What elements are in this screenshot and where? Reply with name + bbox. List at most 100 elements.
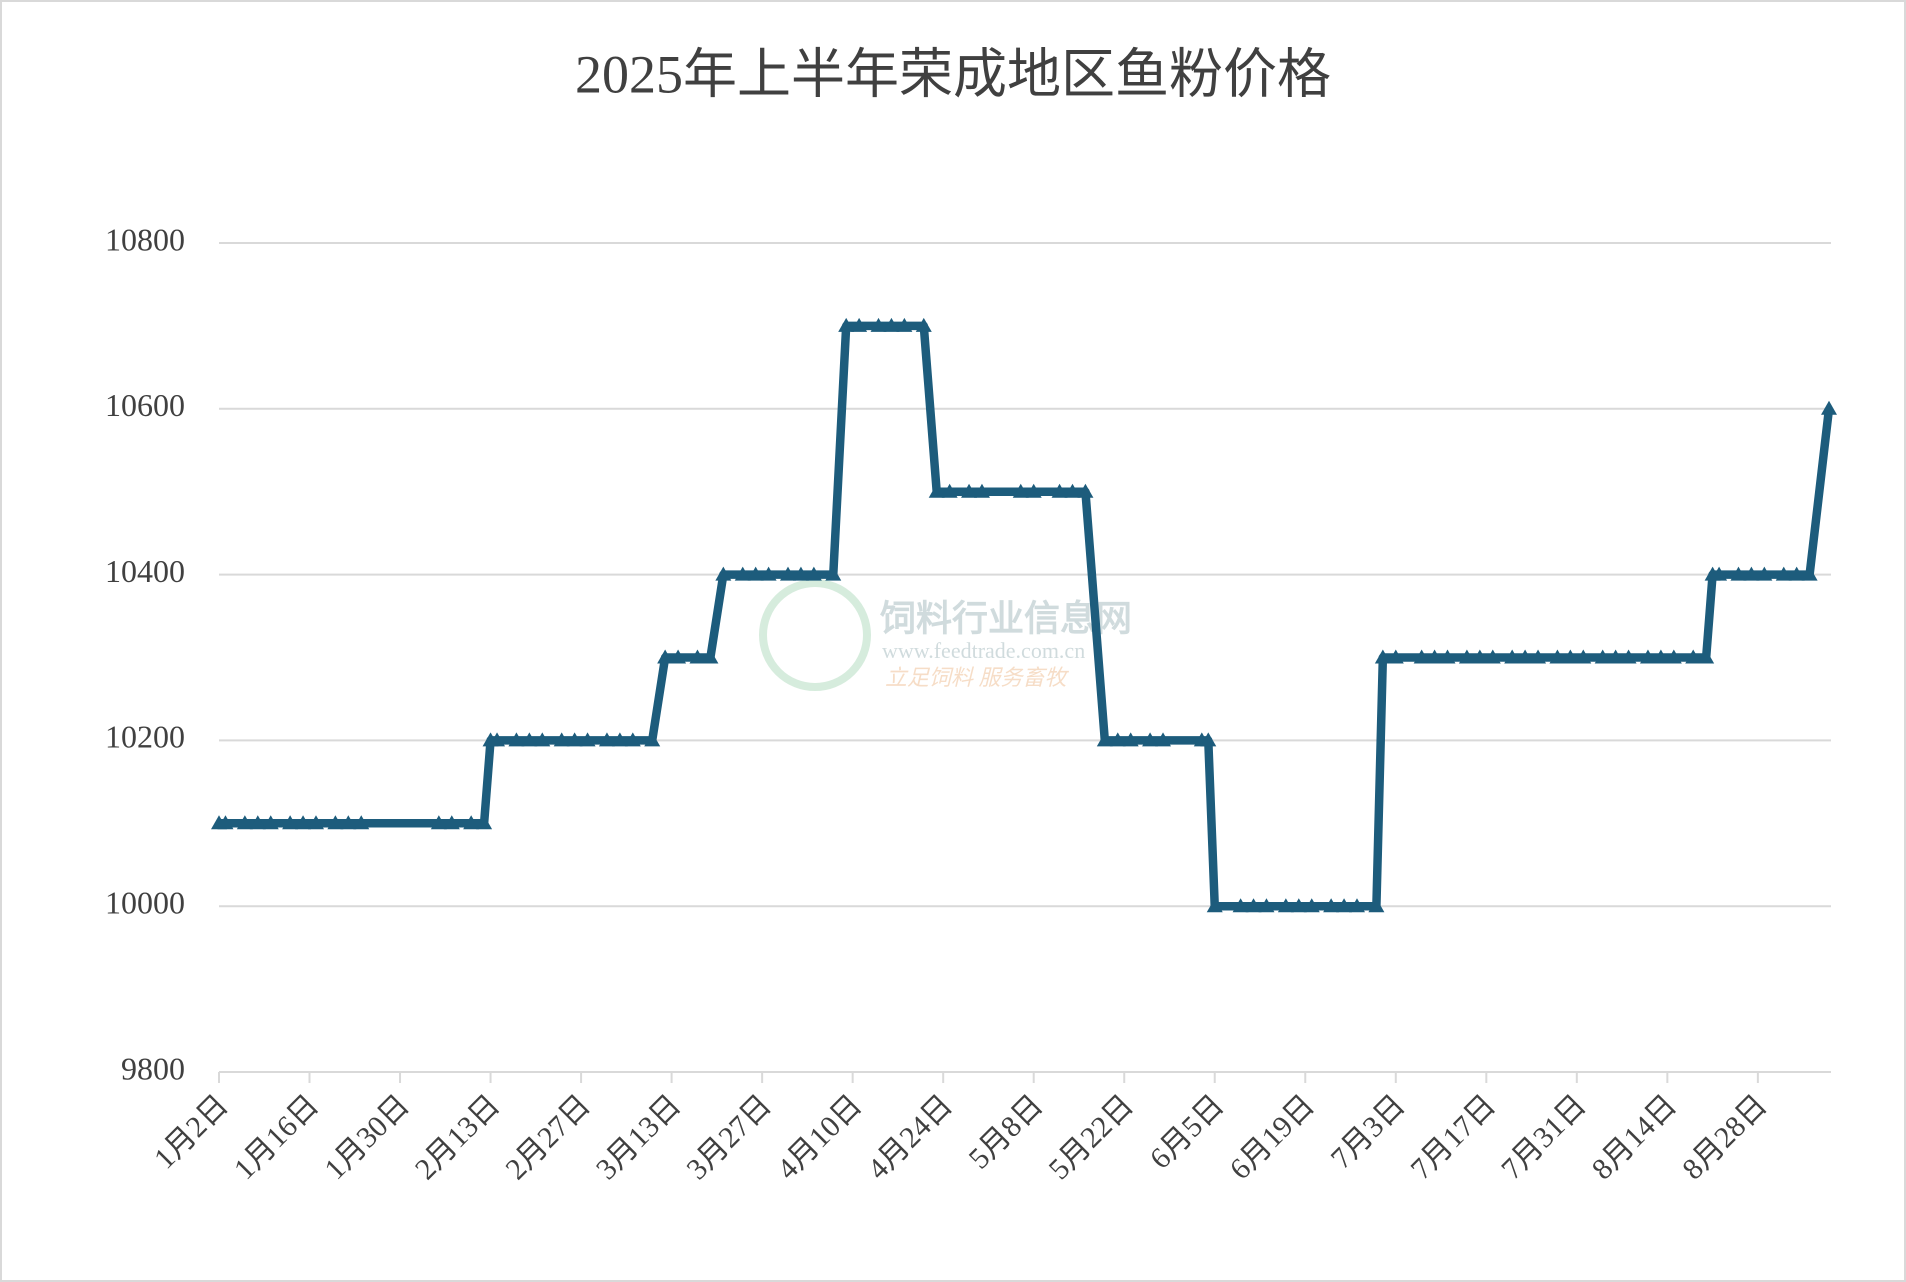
marker — [1471, 649, 1488, 664]
marker — [1549, 649, 1566, 664]
marker — [262, 815, 279, 830]
marker — [702, 649, 719, 664]
marker — [961, 483, 978, 498]
marker — [734, 566, 751, 581]
watermark-slogan: 立足饲料 服务畜牧 — [885, 665, 1070, 690]
marker — [353, 815, 370, 830]
marker — [1439, 649, 1456, 664]
marker — [644, 732, 661, 747]
marker — [1426, 649, 1443, 664]
marker — [1077, 483, 1094, 498]
marker — [1232, 898, 1249, 913]
marker — [295, 815, 312, 830]
marker — [1374, 649, 1391, 664]
marker — [1788, 566, 1805, 581]
watermark-logo — [759, 579, 871, 691]
marker — [1484, 649, 1501, 664]
marker — [1620, 649, 1637, 664]
y-tick-label: 10800 — [105, 221, 185, 257]
marker — [430, 815, 447, 830]
marker — [1575, 649, 1592, 664]
marker — [1348, 898, 1365, 913]
marker — [249, 815, 266, 830]
marker — [1323, 898, 1340, 913]
marker — [689, 649, 706, 664]
marker — [1122, 732, 1139, 747]
marker — [838, 317, 855, 332]
watermark-url: www.feedtrade.com.cn — [882, 638, 1085, 663]
marker — [1639, 649, 1656, 664]
marker — [1290, 898, 1307, 913]
marker — [1594, 649, 1611, 664]
marker — [1821, 400, 1837, 415]
marker — [1025, 483, 1042, 498]
marker — [805, 566, 822, 581]
marker — [747, 566, 764, 581]
marker — [521, 732, 538, 747]
y-tick-label: 9800 — [121, 1050, 185, 1086]
marker — [534, 732, 551, 747]
marker — [896, 317, 913, 332]
y-tick-label: 10200 — [105, 719, 185, 755]
marker — [340, 815, 357, 830]
marker — [1109, 732, 1126, 747]
marker — [1051, 483, 1068, 498]
marker — [1685, 649, 1702, 664]
marker — [928, 483, 945, 498]
marker — [1336, 898, 1353, 913]
marker — [1206, 898, 1223, 913]
watermark: 饲料行业信息网 www.feedtrade.com.cn 立足饲料 服务畜牧 — [759, 579, 1132, 691]
marker — [1368, 898, 1385, 913]
marker — [1698, 649, 1715, 664]
marker — [915, 317, 932, 332]
marker — [476, 815, 493, 830]
marker — [1064, 483, 1081, 498]
marker — [1711, 566, 1728, 581]
marker — [579, 732, 596, 747]
marker — [1504, 649, 1521, 664]
marker — [1458, 649, 1475, 664]
marker — [1607, 649, 1624, 664]
marker — [1200, 732, 1217, 747]
marker — [792, 566, 809, 581]
marker — [1413, 649, 1430, 664]
marker — [489, 732, 506, 747]
y-tick-label: 10000 — [105, 885, 185, 921]
marker — [598, 732, 615, 747]
marker — [1756, 566, 1773, 581]
marker — [624, 732, 641, 747]
marker — [1775, 566, 1792, 581]
marker — [883, 317, 900, 332]
marker — [973, 483, 990, 498]
marker — [1277, 898, 1294, 913]
marker — [1245, 898, 1262, 913]
marker — [760, 566, 777, 581]
marker — [611, 732, 628, 747]
chart-title: 2025年上半年荣成地区鱼粉价格 — [575, 44, 1331, 104]
marker — [1562, 649, 1579, 664]
marker — [779, 566, 796, 581]
marker — [1652, 649, 1669, 664]
marker — [463, 815, 480, 830]
marker — [715, 566, 732, 581]
marker — [851, 317, 868, 332]
marker — [1258, 898, 1275, 913]
marker — [825, 566, 842, 581]
marker — [1665, 649, 1682, 664]
marker — [670, 649, 687, 664]
marker — [553, 732, 570, 747]
marker — [1743, 566, 1760, 581]
marker — [1142, 732, 1159, 747]
marker — [282, 815, 299, 830]
y-tick-label: 10600 — [105, 387, 185, 423]
marker — [1096, 732, 1113, 747]
marker — [1730, 566, 1747, 581]
marker — [657, 649, 674, 664]
marker — [1387, 649, 1404, 664]
y-tick-label: 10400 — [105, 553, 185, 589]
marker — [307, 815, 324, 830]
marker — [1530, 649, 1547, 664]
marker — [217, 815, 234, 830]
